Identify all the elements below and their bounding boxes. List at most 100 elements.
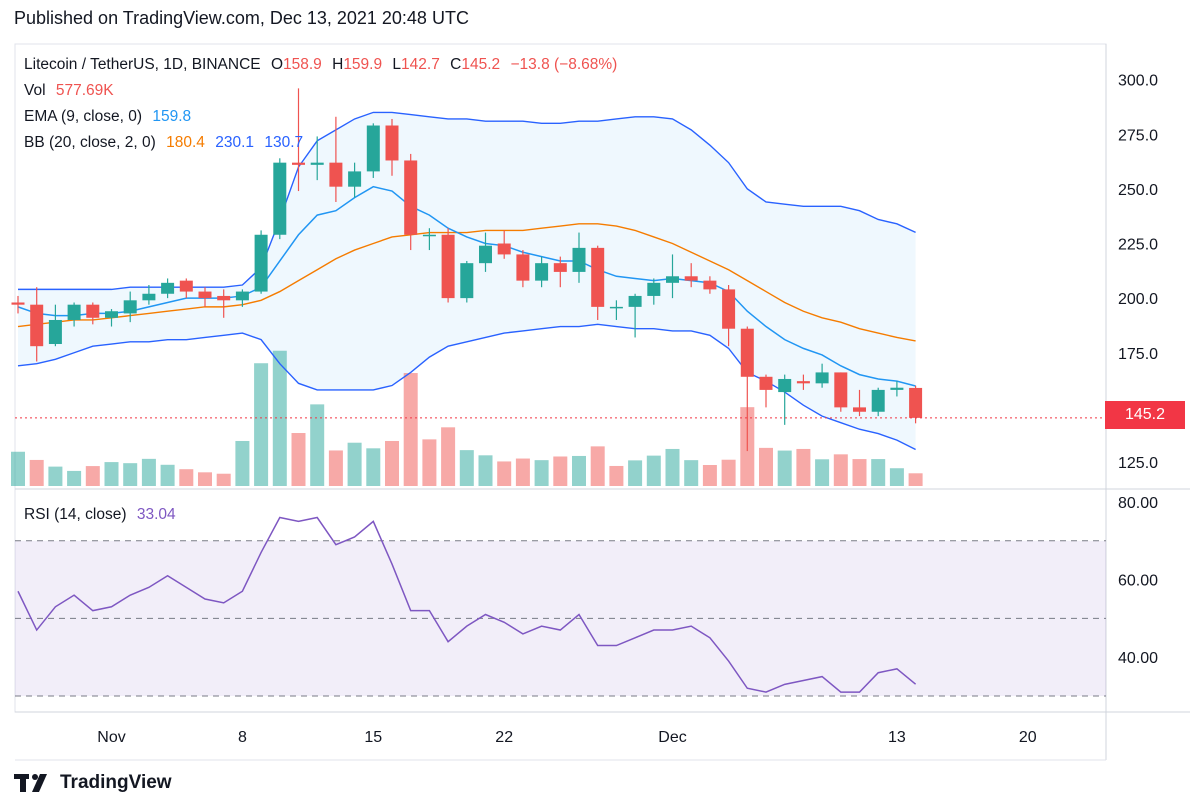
candle (48, 304, 62, 347)
candle (30, 287, 44, 362)
volume-bar (179, 469, 194, 486)
candle (591, 245, 605, 320)
price-tick-label: 225.0 (1118, 237, 1158, 254)
legend-row-ema[interactable]: EMA (9, close, 0) 159.8 (24, 108, 197, 126)
candle (703, 276, 717, 294)
legend-row-volume[interactable]: Vol 577.69K (24, 82, 120, 100)
candle (647, 278, 661, 305)
candle (86, 302, 100, 325)
volume-bar (796, 448, 811, 486)
legend-row-rsi[interactable]: RSI (14, close) 33.04 (24, 506, 182, 524)
published-header: Published on TradingView.com, Dec 13, 20… (14, 8, 469, 28)
candle-body (441, 234, 455, 299)
volume-bar (646, 455, 661, 486)
candle (740, 326, 754, 452)
volume-bar (48, 466, 63, 486)
volume-bar (515, 458, 530, 486)
volume-bar (67, 470, 82, 486)
candle (235, 289, 249, 307)
candle (909, 385, 923, 424)
candle (871, 387, 885, 417)
volume-label: Vol (24, 82, 46, 99)
time-tick-label: 20 (1019, 729, 1037, 746)
candle-body (329, 162, 343, 187)
candle (553, 256, 567, 288)
price-tick-label: 200.0 (1118, 291, 1158, 308)
candle-body (30, 304, 44, 347)
bb-lower-value: 130.7 (264, 134, 304, 151)
tradingview-logo-icon (14, 774, 47, 792)
volume-bar (572, 455, 586, 486)
ema-label: EMA (9, close, 0) (24, 108, 143, 125)
price-tick-label: 175.0 (1118, 346, 1158, 363)
volume-bar (441, 427, 456, 486)
symbol-label[interactable]: Litecoin / TetherUS, 1D, BINANCE (24, 56, 261, 73)
candle-body (666, 276, 679, 283)
volume-bar (29, 459, 44, 486)
volume-bar (777, 450, 792, 486)
low-label: L (392, 56, 402, 73)
candle (329, 116, 343, 202)
volume-bar (403, 373, 418, 486)
rsi-line (17, 516, 917, 693)
time-tick-label: 22 (495, 729, 513, 746)
close-label: C (450, 56, 462, 73)
volume-bar (852, 459, 867, 486)
time-tick-label: 15 (364, 729, 382, 746)
candle (11, 295, 25, 314)
candle-body (815, 372, 829, 384)
volume-bar (198, 472, 212, 486)
low-value: 142.7 (401, 56, 440, 73)
volume-bars (11, 350, 923, 486)
volume-bar (871, 459, 886, 486)
bb-upper-value: 230.1 (215, 134, 255, 151)
volume-bar (123, 463, 138, 486)
candle-body (778, 378, 792, 393)
volume-bar (628, 460, 643, 486)
candle (796, 374, 810, 390)
time-tick-label: Dec (658, 729, 686, 746)
legend-row-ohlc: Litecoin / TetherUS, 1D, BINANCE O158.9 … (24, 56, 623, 74)
volume-bar (85, 466, 100, 486)
candle-body (198, 291, 212, 299)
candle-body (254, 234, 268, 292)
candle (292, 88, 305, 192)
rsi-pane (15, 516, 1106, 697)
candle-body (310, 162, 324, 165)
volume-bar (721, 459, 736, 486)
volume-bar (347, 442, 362, 486)
volume-bar (889, 468, 904, 486)
bb-basis-value: 180.4 (166, 134, 205, 151)
footer-brand[interactable]: TradingView (14, 772, 172, 794)
candle-body (366, 125, 380, 172)
candle (479, 232, 492, 272)
volume-bar (328, 450, 343, 486)
volume-bar (254, 363, 269, 486)
rsi-label: RSI (14, close) (24, 506, 127, 523)
candle (441, 228, 455, 303)
rsi-tick-label: 40.00 (1118, 650, 1158, 667)
volume-bar (104, 462, 119, 486)
volume-bar (291, 433, 306, 486)
candle-body (273, 162, 287, 235)
volume-bar (366, 448, 381, 486)
candle-body (497, 243, 511, 255)
volume-bar (141, 458, 156, 486)
candle-body (553, 263, 567, 272)
candle (142, 285, 156, 305)
price-tick-label: 125.0 (1118, 455, 1158, 472)
candle (722, 285, 736, 347)
candle (422, 228, 436, 251)
candle-body (572, 247, 586, 272)
candle (217, 289, 231, 318)
price-tick-label: 250.0 (1118, 182, 1158, 199)
candle-body (161, 282, 175, 294)
volume-bar (272, 350, 287, 486)
candle (497, 230, 511, 259)
axes: 125.0150.0175.0200.0225.0250.0275.0300.0… (97, 73, 1158, 746)
open-value: 158.9 (283, 56, 322, 73)
candle (666, 254, 679, 299)
legend-row-bb[interactable]: BB (20, close, 2, 0) 180.4 230.1 130.7 (24, 134, 309, 152)
volume-bar (590, 446, 605, 486)
